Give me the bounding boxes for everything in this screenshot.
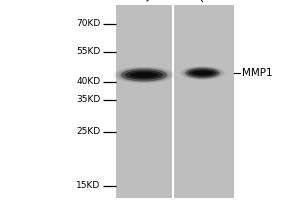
Text: 55KD: 55KD: [76, 47, 100, 56]
Ellipse shape: [192, 71, 213, 75]
Text: SKOV3: SKOV3: [141, 0, 172, 4]
Text: 25KD: 25KD: [76, 128, 100, 136]
Text: 15KD: 15KD: [76, 182, 100, 190]
Ellipse shape: [185, 68, 220, 78]
Bar: [116, 5, 234, 198]
Text: MMP1: MMP1: [242, 68, 272, 78]
Ellipse shape: [188, 69, 217, 77]
Ellipse shape: [125, 70, 163, 80]
Text: HT-29: HT-29: [196, 0, 225, 4]
Ellipse shape: [130, 72, 158, 78]
Text: 40KD: 40KD: [76, 77, 100, 86]
Text: 35KD: 35KD: [76, 96, 100, 104]
Text: 70KD: 70KD: [76, 20, 100, 28]
Ellipse shape: [121, 68, 167, 82]
